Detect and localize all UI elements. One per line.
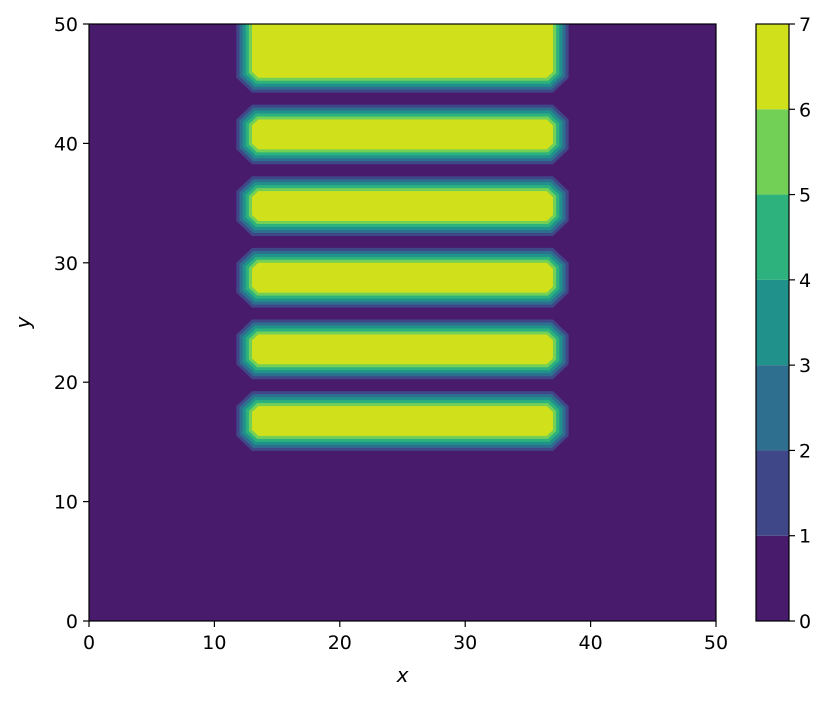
x-tick-label: 50: [704, 632, 728, 654]
contour-bar-6: [252, 406, 553, 436]
contour-bar-1: [252, 24, 553, 78]
y-tick-label: 20: [54, 372, 78, 394]
contour-bar-5: [252, 334, 553, 365]
y-tick-label: 10: [54, 492, 78, 514]
x-tick-label: 10: [202, 632, 226, 654]
colorbar-segment-5: [756, 109, 789, 195]
y-tick-label: 30: [54, 253, 78, 275]
colorbar-tick-label: 6: [799, 99, 811, 121]
x-axis-label: x: [396, 663, 409, 687]
colorbar-tick-label: 1: [799, 526, 811, 548]
colorbar-segment-6: [756, 24, 789, 110]
x-tick-label: 20: [328, 632, 352, 654]
colorbar-segment-0: [756, 535, 789, 621]
colorbar-segment-1: [756, 450, 789, 536]
colorbar-tick-label: 5: [799, 185, 811, 207]
colorbar-tick-label: 7: [799, 14, 811, 36]
plot-frame: [88, 23, 717, 622]
colorbar-tick-label: 4: [799, 270, 811, 292]
colorbar-segment-3: [756, 279, 789, 366]
contour-bar-2: [252, 119, 553, 150]
y-tick-label: 0: [66, 611, 78, 633]
colorbar-tick-label: 3: [799, 355, 811, 377]
x-tick-label: 40: [579, 632, 603, 654]
colorbar-tick-label: 0: [799, 611, 811, 633]
y-tick-label: 50: [54, 14, 78, 36]
x-tick-label: 30: [453, 632, 477, 654]
colorbar-frame: [755, 23, 790, 622]
contour-bar-3: [252, 191, 553, 222]
x-tick-label: 0: [83, 632, 95, 654]
colorbar-segment-4: [756, 194, 789, 280]
y-axis-label: y: [11, 315, 35, 329]
colorbar-segment-2: [756, 365, 789, 451]
y-tick-label: 40: [54, 133, 78, 155]
contour-bar-4: [252, 262, 553, 293]
colorbar-tick-label: 2: [799, 440, 811, 462]
